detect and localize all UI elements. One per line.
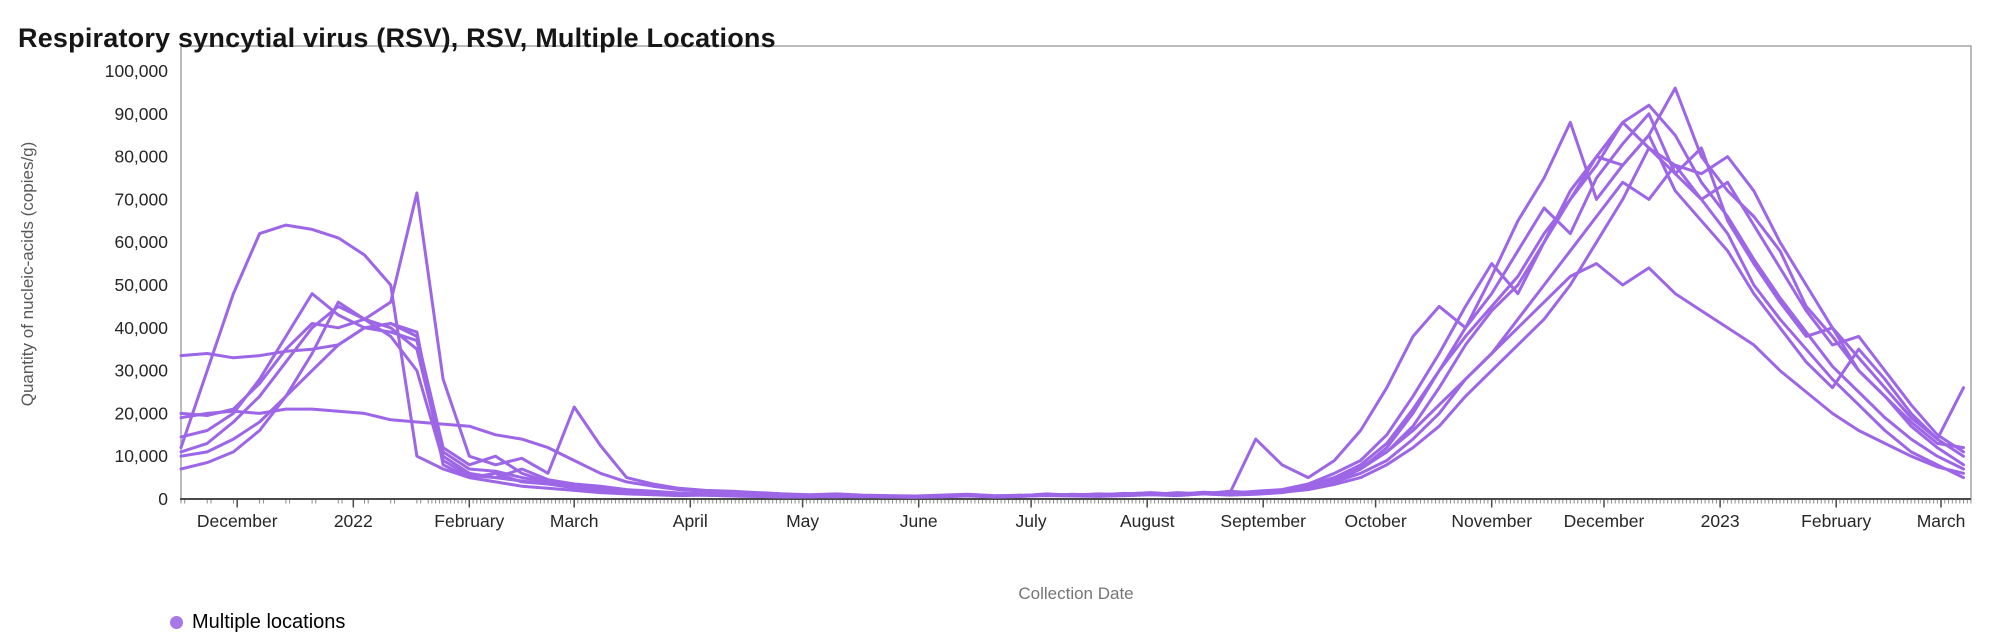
x-tick-label-11-November: November — [1451, 511, 1532, 531]
series-line-location-8[interactable] — [179, 146, 1965, 499]
x-tick-label-0-December: December — [197, 511, 278, 531]
legend: Multiple locations — [170, 611, 345, 634]
series-line-location-2[interactable] — [179, 86, 1965, 498]
series-line-location-7[interactable] — [179, 103, 1965, 499]
series-line-location-3[interactable] — [179, 120, 1965, 499]
x-tick-label-6-June: June — [900, 511, 938, 531]
series-line-location-6[interactable] — [179, 262, 1965, 498]
x-tick-label-15-March: March — [1917, 511, 1966, 531]
y-axis-title: Quantity of nucleic-acids (copies/g) — [18, 141, 37, 407]
x-tick-label-1-2022: 2022 — [334, 511, 373, 531]
series-line-location-1[interactable] — [179, 120, 1965, 499]
y-tick-label-20000: 20,000 — [114, 403, 168, 423]
x-tick-label-14-February: February — [1801, 511, 1871, 531]
x-axis-major-ticks — [236, 499, 1942, 508]
x-tick-label-5-May: May — [786, 511, 819, 531]
legend-dot-icon — [170, 616, 183, 629]
x-axis-minor-ticks — [180, 499, 1972, 504]
y-tick-label-40000: 40,000 — [114, 318, 168, 338]
x-tick-label-10-October: October — [1344, 511, 1406, 531]
plot-border — [180, 45, 1972, 500]
x-tick-label-4-April: April — [673, 511, 708, 531]
page-title: Respiratory syncytial virus (RSV), RSV, … — [18, 23, 776, 54]
y-tick-label-60000: 60,000 — [114, 232, 168, 252]
y-tick-label-70000: 70,000 — [114, 189, 168, 209]
x-tick-label-12-December: December — [1564, 511, 1645, 531]
x-tick-label-9-September: September — [1220, 511, 1306, 531]
y-tick-label-90000: 90,000 — [114, 104, 168, 124]
x-tick-label-7-July: July — [1016, 511, 1047, 531]
y-tick-label-0: 0 — [158, 489, 168, 509]
y-tick-label-100000: 100,000 — [105, 61, 169, 81]
series-line-location-5[interactable] — [179, 155, 1965, 499]
y-tick-label-10000: 10,000 — [114, 446, 168, 466]
legend-item-label[interactable]: Multiple locations — [192, 611, 346, 633]
y-tick-label-30000: 30,000 — [114, 361, 168, 381]
y-tick-label-50000: 50,000 — [114, 275, 168, 295]
x-tick-label-2-February: February — [434, 511, 504, 531]
x-axis-title: Collection Date — [1018, 584, 1134, 603]
x-tick-label-13-2023: 2023 — [1701, 511, 1740, 531]
y-tick-label-80000: 80,000 — [114, 147, 168, 167]
x-tick-label-8-August: August — [1120, 511, 1175, 531]
x-tick-label-3-March: March — [550, 511, 599, 531]
